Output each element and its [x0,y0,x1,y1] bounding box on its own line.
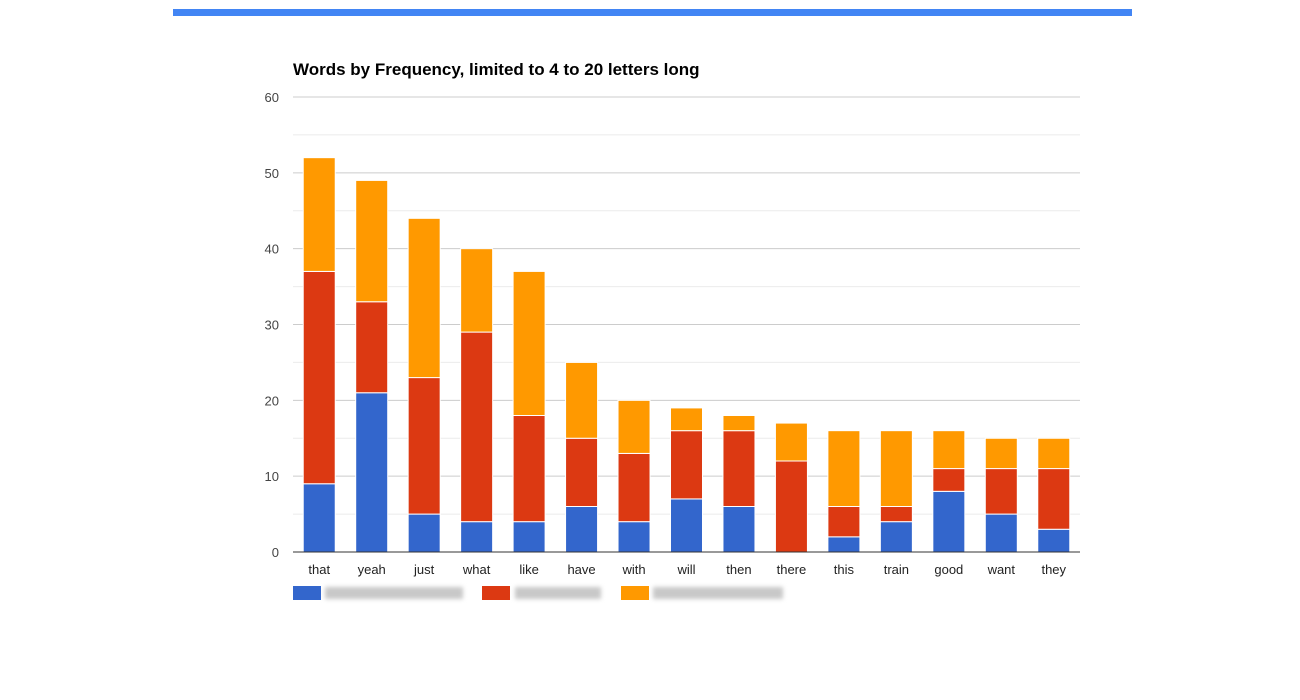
x-tick-label: have [567,562,595,577]
bar-segment-with-series-2 [617,452,651,523]
bar-segment-good-series-2 [932,468,966,492]
bar-segment-then-series-2 [722,430,756,507]
bar-segment-want-series-1 [984,513,1018,553]
bar-segment-train-series-3 [879,430,913,507]
bar-segment-just-series-3 [407,217,441,379]
bar-segment-will-series-2 [670,430,703,500]
bar-segment-have-series-3 [565,361,599,439]
bar-segment-like-series-2 [512,415,546,523]
bar-segment-there-series-2 [774,460,808,553]
top-accent-bar [173,9,1132,16]
bar-segment-with-series-1 [617,521,651,553]
x-tick-label: there [777,562,807,577]
bar-segment-this-series-2 [827,506,861,538]
bar-segment-that-series-3 [302,157,336,272]
legend-swatch-series-2[interactable] [482,586,510,600]
x-tick-label: like [519,562,539,577]
x-tick-label: train [884,562,909,577]
bars [302,157,1071,553]
bar-segment-just-series-1 [407,513,441,553]
x-tick-label: just [413,562,435,577]
bar-segment-that-series-2 [302,270,336,485]
bar-segment-that-series-1 [302,483,336,553]
bar-segment-then-series-3 [722,415,756,432]
x-tick-label: what [462,562,491,577]
bar-segment-will-series-1 [670,498,703,553]
bar-segment-train-series-2 [879,506,913,523]
bar-segment-yeah-series-2 [355,301,389,394]
bar-segment-just-series-2 [407,377,441,515]
bar-segment-they-series-1 [1037,528,1071,553]
x-axis-ticks: that yeah just what like have with will then ther… [308,562,1066,577]
x-tick-label: will [676,562,695,577]
bar-segment-this-series-1 [827,536,861,553]
x-tick-label: that [308,562,330,577]
bar-segment-like-series-1 [512,521,546,553]
bar-segment-have-series-1 [565,506,599,553]
bar-segment-will-series-3 [670,407,703,432]
x-tick-label: this [834,562,855,577]
bar-segment-they-series-3 [1037,437,1071,470]
bar-segment-then-series-1 [722,506,756,553]
bar-segment-like-series-3 [512,270,546,416]
legend-label-redacted [653,587,783,599]
bar-segment-want-series-3 [984,437,1018,470]
chart-title: Words by Frequency, limited to 4 to 20 l… [293,60,700,79]
bar-segment-good-series-3 [932,430,966,470]
x-tick-label: yeah [358,562,386,577]
y-tick-label: 40 [265,242,279,257]
legend-swatch-series-3[interactable] [621,586,649,600]
bar-segment-yeah-series-3 [355,179,389,303]
legend-label-redacted [325,587,463,599]
y-tick-label: 60 [265,90,279,105]
x-tick-label: then [726,562,751,577]
bar-segment-train-series-1 [879,521,913,553]
bar-segment-what-series-1 [460,521,494,553]
bar-segment-with-series-3 [617,399,651,454]
bar-segment-they-series-2 [1037,468,1071,530]
legend-label-redacted [515,587,601,599]
y-tick-label: 30 [265,318,279,333]
bar-segment-yeah-series-1 [355,392,389,553]
legend-swatch-series-1[interactable] [293,586,321,600]
bar-segment-good-series-1 [932,490,966,553]
bar-segment-what-series-3 [460,248,494,333]
bar-segment-what-series-2 [460,331,494,523]
y-tick-label: 10 [265,469,279,484]
bar-segment-want-series-2 [984,468,1018,515]
y-tick-label: 50 [265,166,279,181]
legend [293,586,783,600]
bar-segment-this-series-3 [827,430,861,507]
x-tick-label: want [987,562,1016,577]
x-tick-label: good [934,562,963,577]
x-tick-label: they [1041,562,1066,577]
bar-segment-have-series-2 [565,437,599,507]
y-tick-label: 20 [265,393,279,408]
x-tick-label: with [621,562,645,577]
y-axis-ticks: 0 10 20 30 40 50 60 [265,90,279,560]
bar-segment-there-series-3 [774,422,808,462]
y-tick-label: 0 [272,545,279,560]
